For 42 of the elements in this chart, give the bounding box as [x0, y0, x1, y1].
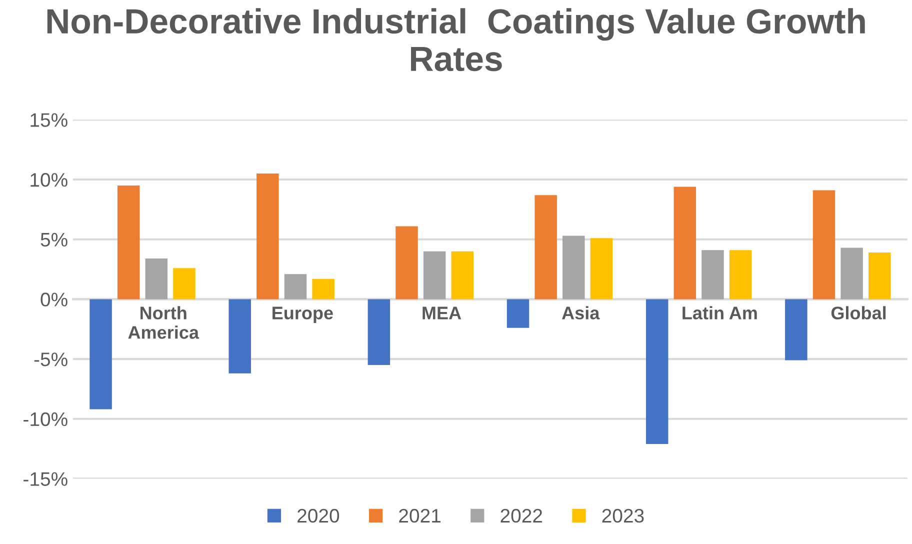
x-tick-label: Asia [562, 306, 600, 320]
bar [396, 226, 418, 300]
legend-label: 2023 [602, 508, 644, 523]
bar [145, 258, 168, 300]
y-tick-label: -15% [24, 472, 68, 486]
y-tick-label: 0% [40, 292, 68, 306]
bar [312, 278, 334, 300]
bar [90, 299, 112, 410]
bar [812, 190, 836, 300]
legend-label: 2020 [298, 508, 340, 523]
x-tick-label: MEA [422, 306, 462, 320]
bar [423, 251, 446, 300]
x-tick-label: Europe [272, 306, 333, 323]
bar [506, 299, 530, 328]
bar [284, 274, 307, 300]
legend-label: 2021 [399, 508, 440, 523]
chart-title: Non-Decorative Industrial Coatings Value Growth Rates [47, 8, 865, 72]
bar [868, 252, 891, 300]
bar [173, 268, 196, 300]
bar [785, 299, 808, 360]
bar [674, 186, 696, 300]
y-tick-label: 10% [30, 172, 68, 187]
x-tick-label: North America [128, 306, 200, 339]
x-tick-label: Global [831, 306, 886, 320]
bar [451, 251, 474, 300]
bar [840, 248, 863, 300]
bar [534, 195, 557, 300]
bar [729, 250, 752, 300]
y-tick-label: 15% [30, 113, 68, 127]
x-tick-label: Latin Am [682, 306, 757, 320]
bar [562, 236, 585, 300]
y-tick-label: 5% [40, 232, 68, 247]
bar [646, 299, 668, 444]
bar [702, 250, 724, 300]
y-tick-label: -10% [24, 412, 68, 426]
legend-label: 2022 [500, 508, 542, 523]
y-tick-label: -5% [34, 352, 68, 366]
bar [590, 238, 613, 300]
bar [228, 299, 251, 374]
bar [256, 174, 279, 300]
bar [368, 299, 390, 366]
bar [117, 186, 140, 300]
